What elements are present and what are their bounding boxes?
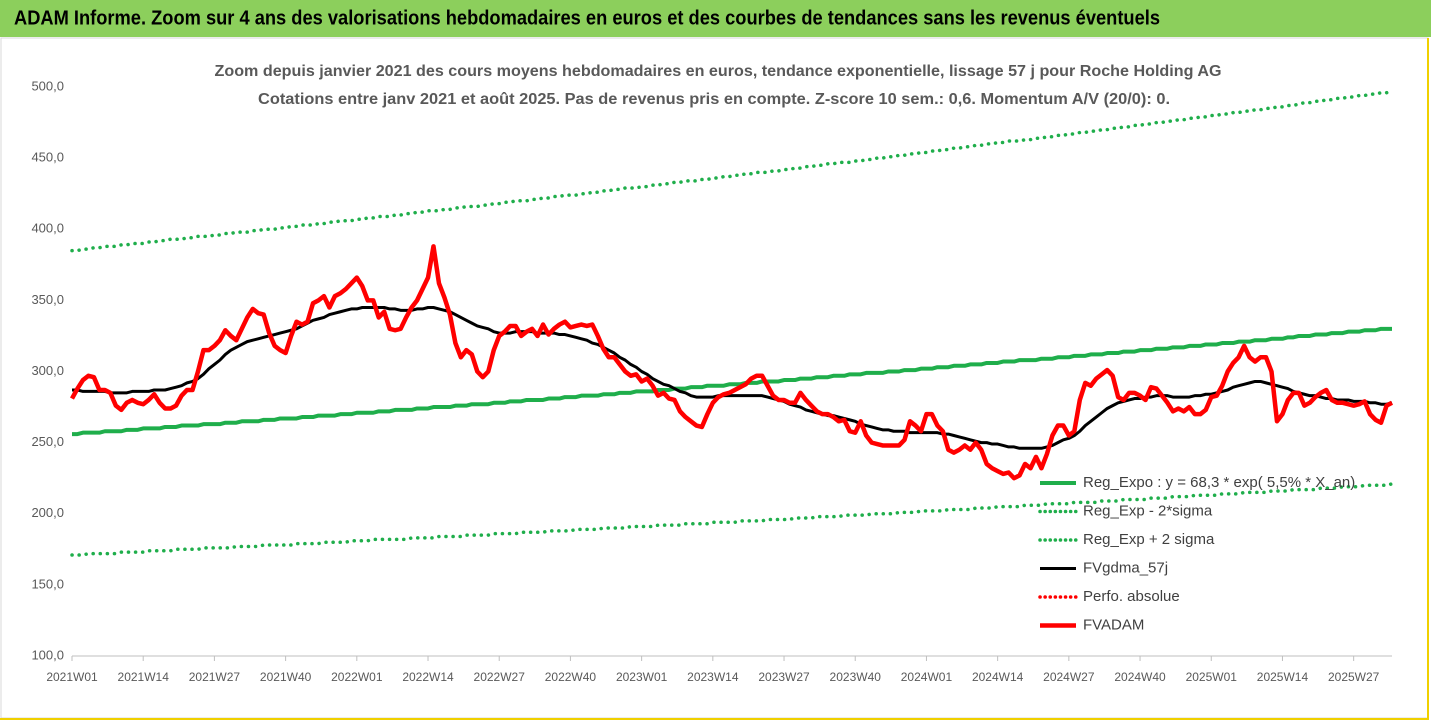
legend-label: Perfo. absolue xyxy=(1083,588,1180,605)
x-tick-label: 2024W14 xyxy=(972,670,1024,684)
x-tick-label: 2025W01 xyxy=(1186,670,1238,684)
y-tick-label: 300,0 xyxy=(31,363,64,378)
y-tick-label: 500,0 xyxy=(31,78,64,93)
x-tick-label: 2022W40 xyxy=(545,670,597,684)
legend-label: FVgdma_57j xyxy=(1083,559,1168,576)
x-tick-label: 2021W27 xyxy=(189,670,241,684)
x-tick-label: 2021W14 xyxy=(118,670,170,684)
header-band xyxy=(0,0,1431,37)
series-line xyxy=(70,89,1394,253)
y-tick-label: 450,0 xyxy=(31,150,64,165)
chart-title: ADAM Informe. Zoom sur 4 ans des valoris… xyxy=(14,7,1160,29)
x-tick-label: 2022W14 xyxy=(402,670,454,684)
chart-subtitle: Zoom depuis janvier 2021 des cours moyen… xyxy=(215,63,1222,80)
x-tick-label: 2022W01 xyxy=(331,670,383,684)
x-tick-label: 2025W27 xyxy=(1328,670,1380,684)
legend-label: Reg_Expo : y = 68,3 * exp( 5,5% * X_an) xyxy=(1083,474,1355,491)
x-tick-label: 2023W01 xyxy=(616,670,668,684)
y-tick-label: 200,0 xyxy=(31,505,64,520)
y-tick-label: 150,0 xyxy=(31,576,64,591)
plot-area: 100,0 150,0 200,0 250,0 300,0 350,0 400,0 450,0… xyxy=(31,78,1394,684)
x-tick-label: 2023W40 xyxy=(830,670,882,684)
y-tick-label: 250,0 xyxy=(31,434,64,449)
x-tick-label: 2022W27 xyxy=(474,670,526,684)
y-tick-label: 100,0 xyxy=(31,647,64,662)
series-line xyxy=(70,244,1394,481)
series-line xyxy=(70,482,1394,557)
x-tick-label: 2021W40 xyxy=(260,670,312,684)
x-tick-label: 2023W14 xyxy=(687,670,739,684)
x-tick-label: 2024W01 xyxy=(901,670,953,684)
y-tick-label: 350,0 xyxy=(31,292,64,307)
x-tick-label: 2024W27 xyxy=(1043,670,1095,684)
y-tick-label: 400,0 xyxy=(31,221,64,236)
x-tick-label: 2023W27 xyxy=(758,670,810,684)
series-line xyxy=(72,326,1392,437)
x-tick-label: 2025W14 xyxy=(1257,670,1309,684)
legend-label: Reg_Exp - 2*sigma xyxy=(1083,502,1213,519)
chart-subtitle: Cotations entre janv 2021 et août 2025. … xyxy=(258,91,1170,108)
legend-label: FVADAM xyxy=(1083,616,1144,633)
x-tick-label: 2024W40 xyxy=(1114,670,1166,684)
legend-label: Reg_Exp + 2 sigma xyxy=(1083,531,1215,548)
legend: Reg_Expo : y = 68,3 * exp( 5,5% * X_an) R… xyxy=(1038,474,1355,633)
x-tick-label: 2021W01 xyxy=(46,670,98,684)
